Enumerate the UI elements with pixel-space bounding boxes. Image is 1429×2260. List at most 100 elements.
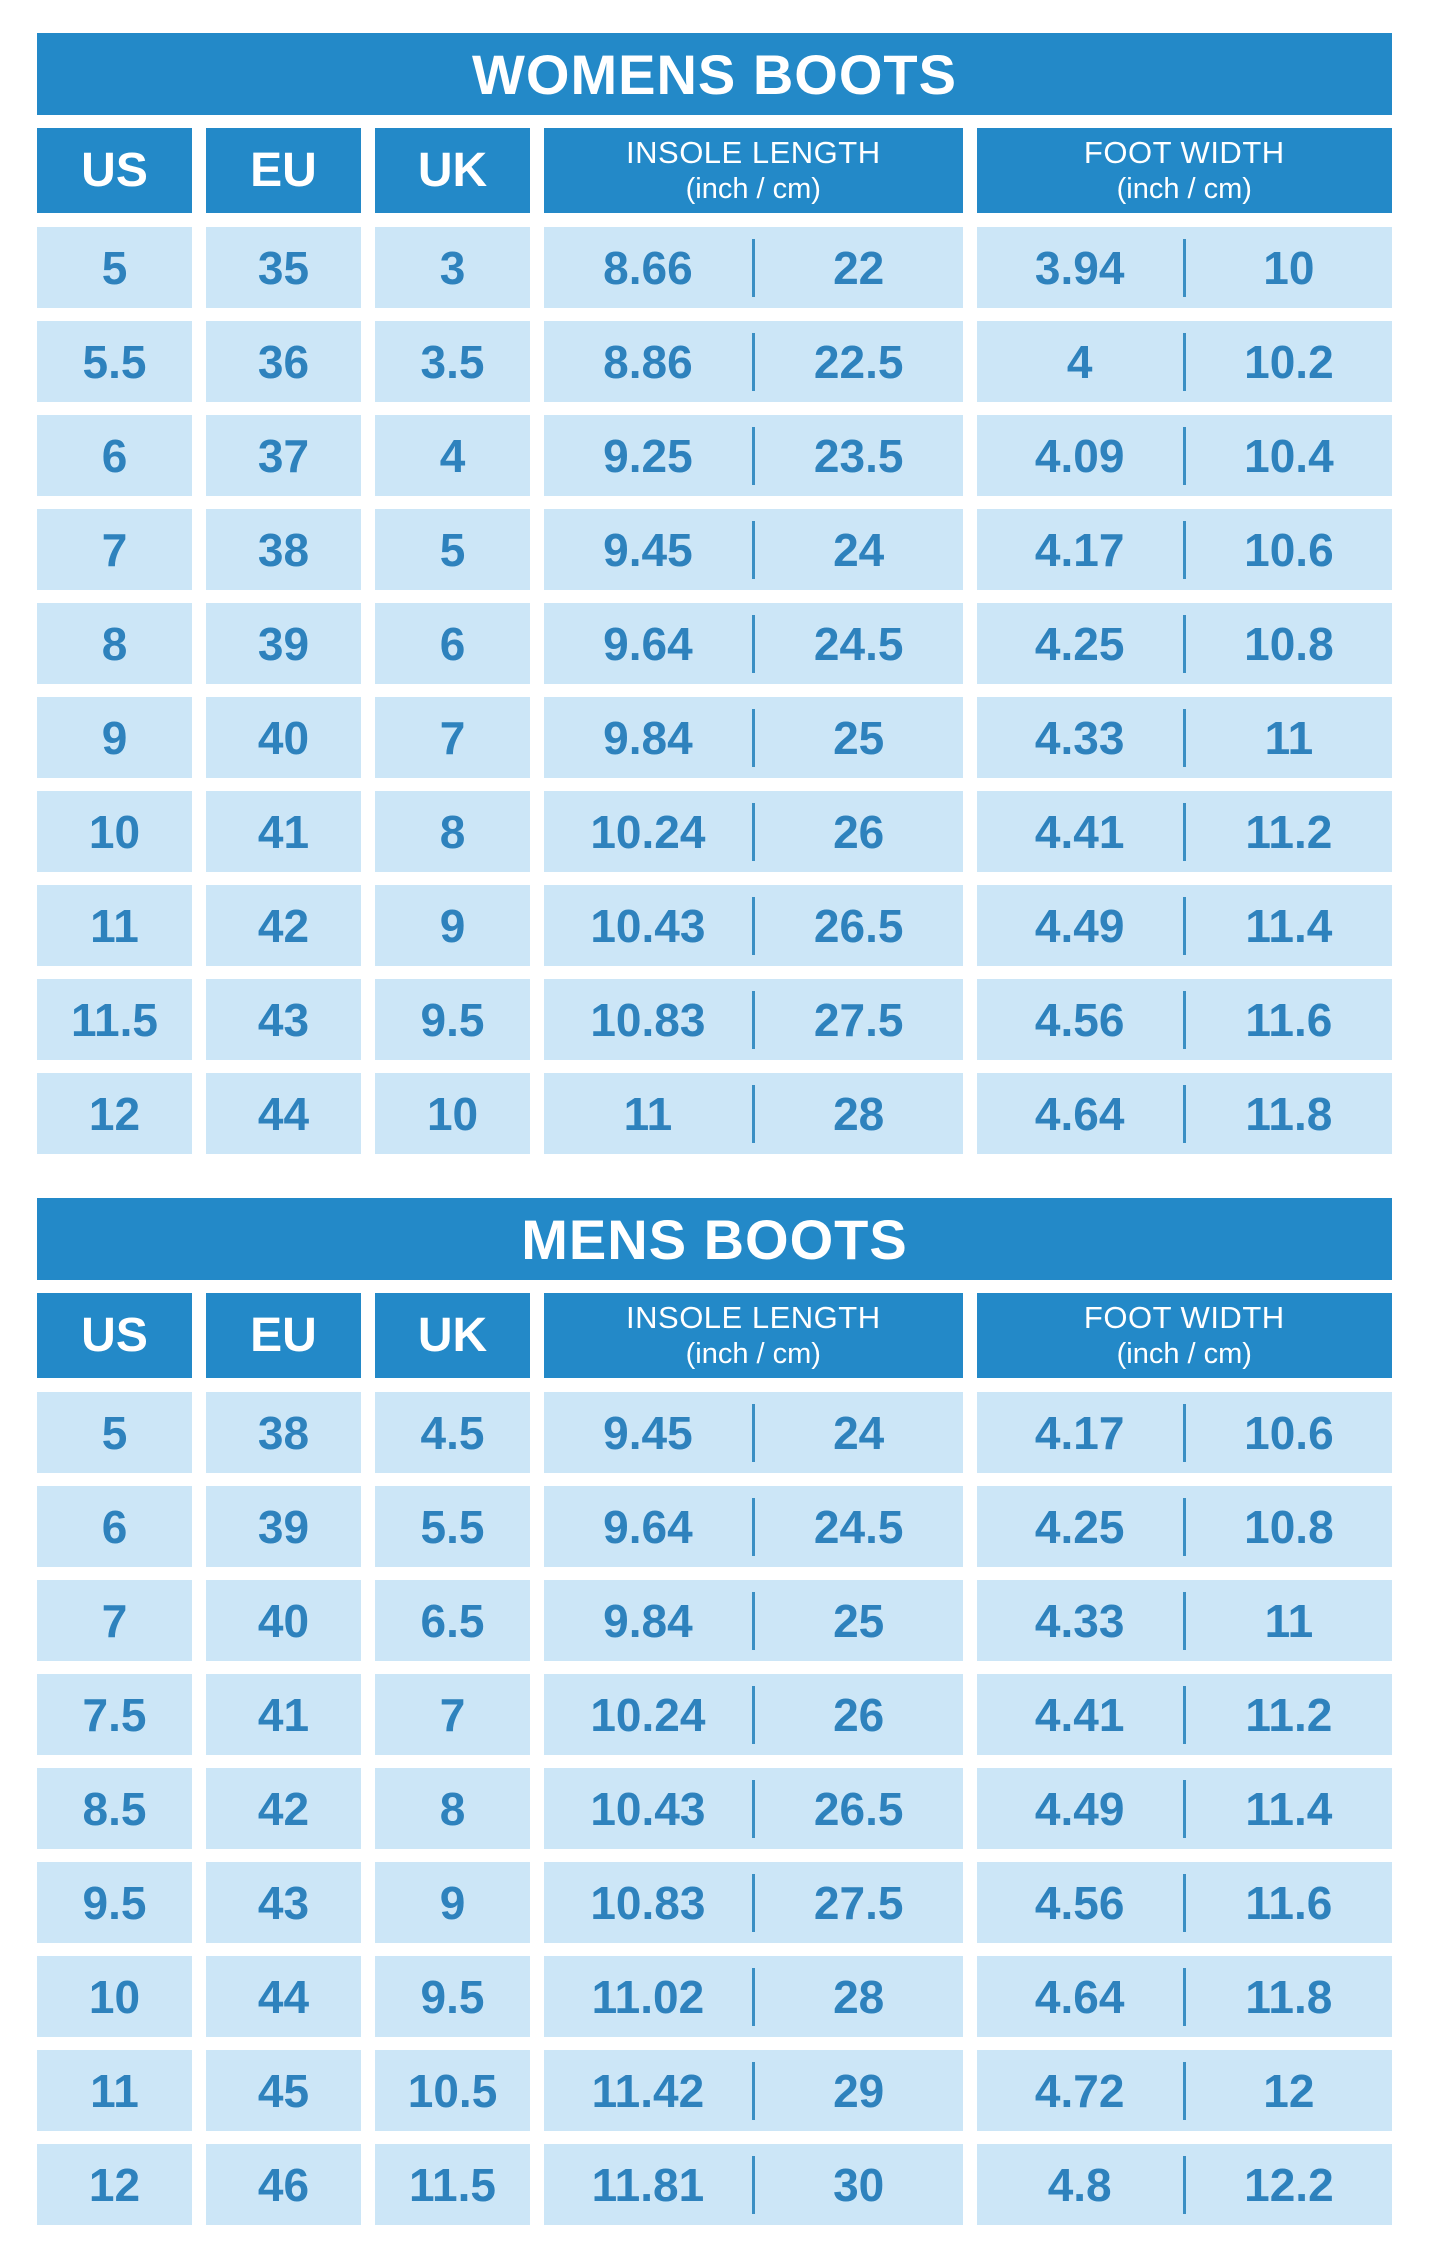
eu-size-cell: 42 — [206, 1768, 362, 1849]
insole-cm-value: 24.5 — [813, 1500, 904, 1553]
uk-size-cell: 4 — [375, 415, 531, 496]
insole-inch-value: 8.86 — [603, 335, 693, 388]
eu-size-cell: 43 — [206, 1862, 362, 1943]
insole-inch-value: 9.64 — [603, 617, 693, 670]
insole-cm-value: 29 — [833, 2064, 885, 2117]
table-row: 11 45 10.5 11.42 29 4.72 12 — [37, 2050, 1392, 2131]
column-header-foot-width: FOOT WIDTH (inch / cm) — [976, 1293, 1392, 1378]
inch-cm-divider — [751, 1779, 755, 1838]
inch-cm-divider — [751, 896, 755, 955]
insole-length-cell: 10.43 26.5 — [544, 1768, 963, 1849]
inch-cm-divider — [751, 1497, 755, 1556]
uk-size-cell: 8 — [375, 1768, 531, 1849]
insole-cm-value: 27.5 — [813, 993, 904, 1046]
inch-cm-divider — [1182, 238, 1186, 297]
column-header-us: US — [37, 1293, 192, 1378]
us-size-cell: 7.5 — [37, 1674, 192, 1755]
us-size-cell: 5 — [37, 227, 192, 308]
insole-cm-value: 24 — [833, 523, 885, 576]
foot-width-inch-value: 4.49 — [1034, 1782, 1125, 1835]
inch-cm-divider — [1182, 520, 1186, 579]
column-header-eu: EU — [206, 1293, 362, 1378]
foot-width-inch-value: 4.17 — [1034, 1406, 1125, 1459]
us-size-cell: 6 — [37, 1486, 192, 1567]
foot-width-inch-value: 4.25 — [1034, 1500, 1125, 1553]
inch-cm-divider — [1182, 1084, 1186, 1143]
foot-width-cell: 4.17 10.6 — [976, 509, 1392, 590]
inch-cm-divider — [751, 1967, 755, 2026]
mens-header-row: US EU UK INSOLE LENGTH (inch / cm) FOOT … — [37, 1293, 1392, 1378]
foot-width-inch-value: 4 — [1066, 335, 1093, 388]
table-row: 5 35 3 8.66 22 3.94 10 — [37, 227, 1392, 308]
foot-width-inch-value: 4.17 — [1034, 523, 1125, 576]
foot-width-cell: 4.72 12 — [976, 2050, 1392, 2131]
eu-size-cell: 46 — [206, 2144, 362, 2225]
foot-width-inch-value: 4.56 — [1034, 1876, 1125, 1929]
inch-cm-divider — [751, 1685, 755, 1744]
table-row: 7.5 41 7 10.24 26 4.41 11.2 — [37, 1674, 1392, 1755]
table-row: 12 44 10 11 28 4.64 11.8 — [37, 1073, 1392, 1154]
insole-length-cell: 11 28 — [544, 1073, 963, 1154]
table-row: 9.5 43 9 10.83 27.5 4.56 11.6 — [37, 1862, 1392, 1943]
foot-width-cell: 4.41 11.2 — [976, 1674, 1392, 1755]
foot-width-inch-value: 4.72 — [1034, 2064, 1125, 2117]
eu-size-cell: 39 — [206, 603, 362, 684]
table-row: 6 39 5.5 9.64 24.5 4.25 10.8 — [37, 1486, 1392, 1567]
foot-width-units: (inch / cm) — [1116, 1337, 1252, 1370]
foot-width-inch-value: 4.41 — [1034, 1688, 1125, 1741]
foot-width-cm-value: 12 — [1263, 2064, 1315, 2117]
inch-cm-divider — [751, 1403, 755, 1462]
table-row: 11 42 9 10.43 26.5 4.49 11.4 — [37, 885, 1392, 966]
foot-width-cell: 4.33 11 — [976, 697, 1392, 778]
uk-size-cell: 3 — [375, 227, 531, 308]
table-row: 12 46 11.5 11.81 30 4.8 12.2 — [37, 2144, 1392, 2225]
inch-cm-divider — [751, 990, 755, 1049]
uk-size-cell: 4.5 — [375, 1392, 531, 1473]
inch-cm-divider — [1182, 896, 1186, 955]
foot-width-cell: 4.25 10.8 — [976, 1486, 1392, 1567]
uk-size-cell: 9.5 — [375, 1956, 531, 2037]
insole-cm-value: 28 — [833, 1970, 885, 2023]
foot-width-inch-value: 4.49 — [1034, 899, 1125, 952]
foot-width-cell: 4.33 11 — [976, 1580, 1392, 1661]
column-header-foot-width: FOOT WIDTH (inch / cm) — [976, 128, 1392, 213]
foot-width-cell: 4.25 10.8 — [976, 603, 1392, 684]
insole-inch-value: 9.84 — [603, 1594, 693, 1647]
foot-width-cell: 3.94 10 — [976, 227, 1392, 308]
uk-size-cell: 11.5 — [375, 2144, 531, 2225]
inch-cm-divider — [751, 332, 755, 391]
foot-width-cell: 4.17 10.6 — [976, 1392, 1392, 1473]
insole-inch-value: 9.84 — [603, 711, 693, 764]
insole-inch-value: 10.24 — [590, 1688, 706, 1741]
insole-length-units: (inch / cm) — [685, 1337, 821, 1370]
eu-size-cell: 40 — [206, 1580, 362, 1661]
foot-width-cell: 4.64 11.8 — [976, 1956, 1392, 2037]
us-size-cell: 11 — [37, 885, 192, 966]
eu-size-cell: 35 — [206, 227, 362, 308]
us-size-cell: 8.5 — [37, 1768, 192, 1849]
insole-inch-value: 10.43 — [590, 899, 706, 952]
inch-cm-divider — [751, 802, 755, 861]
inch-cm-divider — [751, 708, 755, 767]
womens-rows: 5 35 3 8.66 22 3.94 10 5.5 36 3.5 8.86 2… — [37, 227, 1392, 1154]
insole-inch-value: 9.45 — [603, 1406, 693, 1459]
table-row: 8 39 6 9.64 24.5 4.25 10.8 — [37, 603, 1392, 684]
uk-size-cell: 10.5 — [375, 2050, 531, 2131]
foot-width-cm-value: 10 — [1263, 241, 1315, 294]
table-row: 5 38 4.5 9.45 24 4.17 10.6 — [37, 1392, 1392, 1473]
insole-cm-value: 23.5 — [813, 429, 904, 482]
insole-length-cell: 8.86 22.5 — [544, 321, 963, 402]
foot-width-inch-value: 3.94 — [1034, 241, 1125, 294]
insole-cm-value: 27.5 — [813, 1876, 904, 1929]
inch-cm-divider — [1182, 1403, 1186, 1462]
uk-size-cell: 7 — [375, 1674, 531, 1755]
inch-cm-divider — [1182, 332, 1186, 391]
foot-width-cell: 4.49 11.4 — [976, 885, 1392, 966]
insole-length-cell: 9.84 25 — [544, 1580, 963, 1661]
eu-size-cell: 40 — [206, 697, 362, 778]
foot-width-inch-value: 4.25 — [1034, 617, 1125, 670]
inch-cm-divider — [751, 520, 755, 579]
insole-length-label: INSOLE LENGTH — [626, 1300, 881, 1335]
foot-width-cm-value: 11.8 — [1245, 1087, 1333, 1140]
